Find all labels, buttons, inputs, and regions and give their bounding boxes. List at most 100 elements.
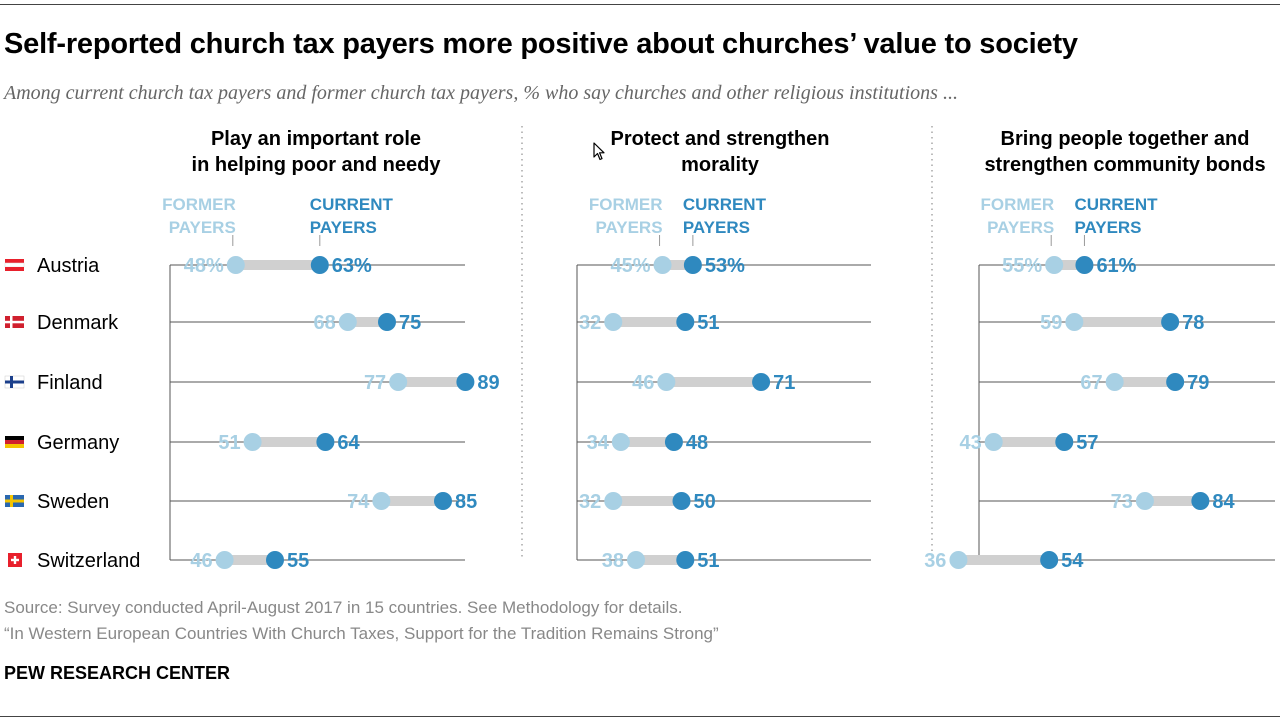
panel-3-austria-current-dot — [1075, 256, 1094, 274]
panel-1-finland-current-dot — [456, 373, 475, 391]
panel-3-legend-current-1: CURRENT — [1074, 195, 1158, 214]
panel-2-sweden-former-dot — [604, 492, 623, 510]
panel-3-germany-current-label: 57 — [1076, 432, 1098, 454]
austria-flag-icon — [5, 259, 24, 263]
panel-1-germany-former-label: 51 — [218, 432, 240, 454]
panel-1-switzerland-current-dot — [266, 551, 284, 569]
panel-3-sweden-former-dot — [1135, 492, 1154, 510]
germany-flag-icon-stripe — [5, 440, 24, 444]
panel-3-sweden-former-label: 73 — [1111, 491, 1133, 513]
panel-3-switzerland-former-dot — [949, 551, 968, 569]
panel-3-sweden-current-dot — [1191, 492, 1210, 510]
panel-3-denmark-current-dot — [1161, 313, 1180, 331]
panel-1-finland-former-label: 77 — [364, 372, 386, 394]
panel-2-switzerland-current-label: 51 — [697, 550, 719, 572]
panel-3-austria-former-dot — [1045, 256, 1064, 274]
panel-3-legend-former-1: FORMER — [981, 195, 1055, 214]
denmark-flag-icon-cross — [5, 320, 24, 324]
source-note: Source: Survey conducted April-August 20… — [4, 598, 683, 617]
panel-1-denmark-former-label: 68 — [314, 312, 336, 334]
panel-1-switzerland-former-dot — [215, 551, 234, 569]
panel-3-austria-former-label: 55% — [1002, 255, 1042, 277]
country-label-finland: Finland — [37, 372, 103, 394]
panel-2-austria-former-dot — [653, 256, 672, 274]
panel-1-austria-former-label: 48% — [184, 255, 224, 277]
panel-2-austria-current-dot — [683, 256, 702, 274]
panel-2-legend-current-1: CURRENT — [683, 195, 767, 214]
austria-flag-icon-stripe — [4, 262, 25, 268]
panel-1-germany-current-dot — [316, 433, 335, 451]
country-label-denmark: Denmark — [37, 312, 119, 334]
panel-3-switzerland-former-label: 36 — [924, 550, 946, 572]
panel-1-title-line-2: in helping poor and needy — [192, 154, 442, 176]
panel-1-sweden-former-label: 74 — [347, 491, 370, 513]
panel-2-finland-former-label: 46 — [632, 372, 654, 394]
panel-1-austria-current-dot — [310, 256, 329, 274]
panel-1-legend-former-1: FORMER — [162, 195, 236, 214]
panel-2-austria-former-label: 45% — [611, 255, 651, 277]
panel-3-finland-current-dot — [1166, 373, 1185, 391]
panel-1-germany-current-label: 64 — [337, 432, 360, 454]
panel-2-switzerland-former-label: 38 — [602, 550, 624, 572]
panel-2-germany-former-dot — [611, 433, 630, 451]
panel-1-sweden-current-dot — [434, 492, 452, 510]
panel-2-denmark-former-dot — [604, 313, 623, 331]
bottom-rule — [0, 716, 1280, 717]
organization-name: PEW RESEARCH CENTER — [4, 663, 231, 683]
panel-2-sweden-current-label: 50 — [694, 491, 716, 513]
panel-3-denmark-former-label: 59 — [1040, 312, 1062, 334]
panel-3-germany-former-dot — [984, 433, 1003, 451]
panel-1-denmark-current-dot — [378, 313, 396, 331]
panel-2-switzerland-former-dot — [627, 551, 646, 569]
germany-flag-icon — [5, 436, 24, 440]
mouse-cursor-icon — [593, 142, 605, 161]
panel-3-austria-current-label: 61% — [1096, 255, 1136, 277]
panel-1-legend-former-2: PAYERS — [169, 218, 236, 237]
dot-plot-chart: Austria Denmark Finland Germany Sweden Switze… — [4, 126, 1275, 572]
panel-3-sweden-current-label: 84 — [1212, 491, 1235, 513]
panel-1-switzerland-former-label: 46 — [190, 550, 212, 572]
panel-3-germany-former-label: 43 — [959, 432, 981, 454]
panel-3-legend-former-2: PAYERS — [987, 218, 1054, 237]
panel-2-finland-current-label: 71 — [773, 372, 795, 394]
panel-2-denmark-former-label: 32 — [579, 312, 601, 334]
panel-1-finland-current-label: 89 — [477, 372, 499, 394]
panel-3-switzerland-current-dot — [1040, 551, 1059, 569]
panel-2-legend-current-2: PAYERS — [683, 218, 750, 237]
panel-2-germany-current-label: 48 — [686, 432, 708, 454]
panel-3-legend-current-2: PAYERS — [1074, 218, 1141, 237]
panel-2-austria-current-label: 53% — [705, 255, 745, 277]
chart-title: Self-reported church tax payers more pos… — [4, 28, 1078, 60]
germany-flag-icon-stripe — [5, 444, 24, 448]
country-label-germany: Germany — [37, 432, 119, 454]
panel-2-germany-former-label: 34 — [587, 432, 610, 454]
country-label-switzerland: Switzerland — [37, 550, 140, 572]
country-label-austria: Austria — [37, 255, 100, 277]
panel-3-switzerland-current-label: 54 — [1061, 550, 1084, 572]
panel-2-switzerland-current-dot — [676, 551, 695, 569]
panel-1-germany-former-dot — [243, 433, 262, 451]
panel-3-title-line-2: strengthen community bonds — [984, 154, 1265, 176]
panel-2-title-line-1: Protect and strengthen — [611, 128, 830, 150]
panel-1-finland-former-dot — [389, 373, 408, 391]
top-rule — [0, 4, 1280, 5]
panel-3-finland-current-label: 79 — [1187, 372, 1209, 394]
panel-1-switzerland-current-label: 55 — [287, 550, 309, 572]
switzerland-flag-icon-cross — [11, 558, 19, 562]
panel-3-finland-former-label: 67 — [1080, 372, 1102, 394]
panel-2-legend-former-1: FORMER — [589, 195, 663, 214]
panel-2-denmark-current-label: 51 — [697, 312, 719, 334]
panel-3-denmark-former-dot — [1065, 313, 1084, 331]
panel-1-denmark-current-label: 75 — [399, 312, 421, 334]
finland-flag-icon-cross — [5, 380, 24, 384]
panel-3-germany-current-dot — [1055, 433, 1074, 451]
austria-flag-icon-stripe — [5, 267, 24, 271]
chart-subtitle: Among current church tax payers and form… — [4, 82, 958, 104]
panel-3-denmark-current-label: 78 — [1182, 312, 1204, 334]
panel-2-germany-current-dot — [664, 433, 683, 451]
panel-2-finland-current-dot — [752, 373, 771, 391]
panel-1-sweden-former-dot — [372, 492, 391, 510]
country-label-sweden: Sweden — [37, 491, 109, 513]
panel-2-sweden-former-label: 32 — [579, 491, 601, 513]
panel-2-finland-former-dot — [657, 373, 676, 391]
